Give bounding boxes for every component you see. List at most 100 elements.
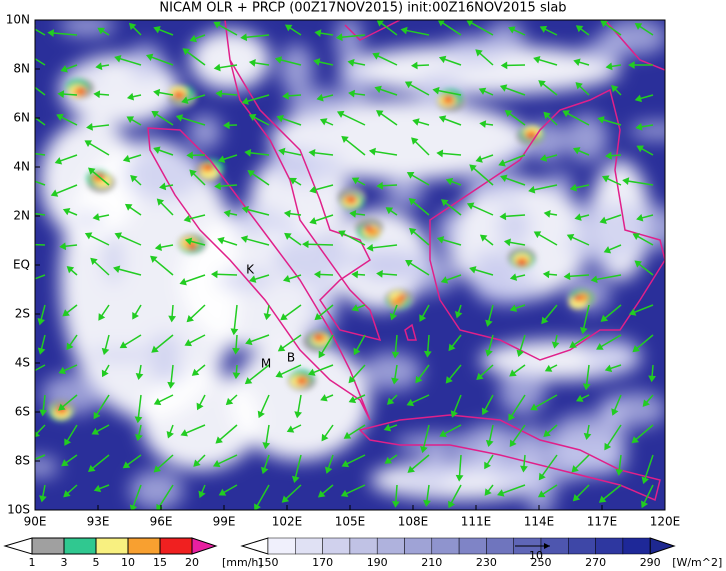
wind-head [368, 147, 376, 156]
wind-head [215, 436, 223, 444]
wind-head [508, 26, 516, 34]
wind-arrow [539, 25, 558, 36]
wind-arrow [436, 149, 462, 158]
wind-arrow [35, 454, 46, 461]
olr-bar-segment [568, 537, 596, 555]
wind-head [572, 494, 581, 502]
wind-head [412, 118, 420, 126]
x-axis-label: 93E [87, 515, 110, 529]
wind-arrow [551, 334, 560, 349]
wind-arrow [88, 454, 110, 472]
wind-arrow [181, 94, 206, 105]
wind-arrow [153, 146, 174, 156]
wind-head [537, 490, 546, 498]
wind-head [615, 468, 624, 476]
wind-head [351, 304, 359, 312]
wind-head [184, 237, 193, 246]
wind-arrow [605, 151, 622, 160]
wind-arrow [319, 118, 334, 126]
wind-arrow [217, 236, 238, 246]
wind-head [454, 310, 463, 319]
wind-head [294, 411, 302, 419]
cloud [498, 368, 546, 415]
wind-arrow [383, 424, 398, 432]
x-axis-label: 99E [213, 515, 236, 529]
wind-arrow [309, 214, 334, 225]
wind-arrow [58, 364, 78, 375]
wind-head [520, 465, 528, 473]
wind-arrow [275, 364, 302, 378]
wind-shaft [35, 274, 46, 280]
wind-head [484, 488, 492, 496]
wind-arrow [277, 334, 302, 352]
wind-arrow [544, 364, 558, 372]
wind-head [440, 276, 449, 284]
wind-arrow [39, 394, 48, 417]
olr-unit: [W/m^2] [672, 556, 722, 569]
wind-arrow [537, 484, 558, 498]
wind-arrow [475, 154, 494, 163]
wind-head [26, 81, 31, 86]
wind-head [114, 55, 122, 63]
wind-arrow [636, 214, 654, 222]
wind-head [309, 185, 317, 194]
wind-arrow [572, 484, 590, 502]
wind-arrow [260, 454, 270, 475]
wind-head [336, 110, 345, 118]
wind-arrow [84, 140, 110, 156]
cloud [626, 206, 665, 250]
olr-tick-label: 190 [367, 556, 388, 569]
rain-patch [296, 378, 305, 385]
wind-head [569, 341, 577, 348]
wind-head [230, 328, 239, 336]
wind-arrow [189, 169, 206, 186]
wind-arrow [119, 334, 142, 349]
wind-head [277, 344, 286, 352]
wind-arrow [574, 213, 590, 221]
wind-head [39, 409, 48, 417]
wind-arrow [153, 454, 174, 473]
precip-tick-label: 5 [93, 556, 100, 569]
wind-arrow [636, 145, 654, 156]
wind-head [214, 182, 221, 191]
wind-head [634, 23, 643, 30]
olr-bar-segment [376, 537, 405, 555]
wind-arrow [448, 484, 462, 509]
wind-arrow [539, 154, 558, 162]
wind-head [341, 135, 349, 144]
wind-head [499, 84, 508, 92]
wind-head [321, 433, 329, 442]
wind-arrow [286, 424, 302, 433]
wind-head [153, 146, 161, 154]
wind-head [280, 313, 288, 321]
wind-head [159, 182, 167, 191]
wind-arrow [348, 89, 366, 98]
wind-head [320, 394, 328, 402]
wind-head [63, 490, 71, 498]
wind-arrow [466, 202, 494, 216]
wind-head [631, 436, 639, 444]
wind-head [184, 339, 193, 347]
wind-head [132, 311, 139, 320]
place-labels: K M B [246, 263, 295, 371]
wind-arrow [37, 334, 46, 355]
wind-head [193, 459, 201, 467]
wind-arrow [241, 205, 270, 216]
wind-arrow [590, 274, 622, 284]
cloud [35, 456, 59, 478]
wind-head [391, 501, 400, 508]
olr-tick-label: 150 [258, 556, 279, 569]
cloud [286, 169, 307, 183]
wind-arrow [391, 334, 400, 359]
wind-arrow [88, 167, 110, 186]
wind-head [35, 25, 36, 27]
wind-head [598, 495, 607, 503]
wind-head [641, 500, 649, 509]
wind-head [150, 255, 158, 263]
wind-arrow [274, 56, 302, 66]
wind-head [543, 210, 551, 218]
wind-head [217, 236, 225, 245]
wind-head [86, 122, 93, 131]
olr-bar-segment [295, 537, 323, 555]
wind-head [500, 61, 508, 70]
